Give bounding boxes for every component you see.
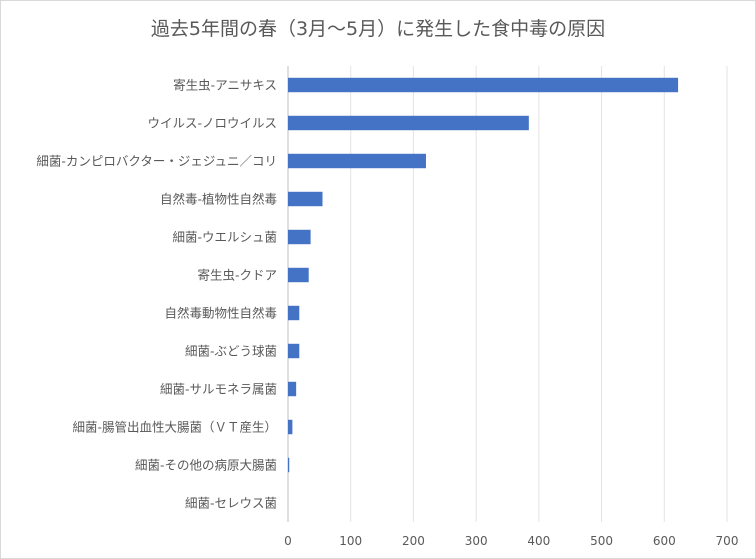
- category-label: 細菌-ウエルシュ菌: [172, 230, 277, 245]
- x-tick-label: 300: [465, 534, 488, 548]
- category-label: 細菌-セレウス菌: [185, 496, 277, 511]
- bar: [288, 419, 293, 435]
- category-label: 細菌-サルモネラ属菌: [160, 382, 277, 397]
- bar: [288, 343, 300, 359]
- category-label: 寄生虫-アニサキス: [173, 78, 277, 93]
- category-label: 細菌-ぶどう球菌: [185, 344, 277, 359]
- category-label: 細菌-カンピロバクター・ジェジュニ／コリ: [36, 154, 277, 169]
- x-tick-label: 600: [653, 534, 676, 548]
- x-tick-label: 400: [527, 534, 550, 548]
- bar: [288, 115, 529, 131]
- x-tick-label: 200: [402, 534, 425, 548]
- x-tick-label: 100: [339, 534, 362, 548]
- bar: [288, 381, 297, 397]
- x-tick-label: 700: [716, 534, 739, 548]
- bar: [288, 457, 290, 473]
- category-label: 細菌-腸管出血性大腸菌（ＶＴ産生）: [72, 420, 277, 435]
- category-label: 自然毒動物性自然毒: [164, 306, 277, 321]
- bar: [288, 229, 311, 245]
- x-tick-label: 0: [284, 534, 292, 548]
- bar: [288, 153, 426, 169]
- category-label: 細菌-その他の病原大腸菌: [135, 458, 277, 473]
- bar: [288, 77, 679, 93]
- x-tick-label: 500: [590, 534, 613, 548]
- bar: [288, 191, 323, 207]
- category-label: 自然毒-植物性自然毒: [160, 192, 277, 207]
- category-label: ウイルス-ノロウイルス: [147, 116, 277, 131]
- bar: [288, 267, 309, 283]
- category-label: 寄生虫-クドア: [197, 268, 277, 283]
- chart-title: 過去5年間の春（3月～5月）に発生した食中毒の原因: [150, 18, 606, 40]
- bar: [288, 305, 300, 321]
